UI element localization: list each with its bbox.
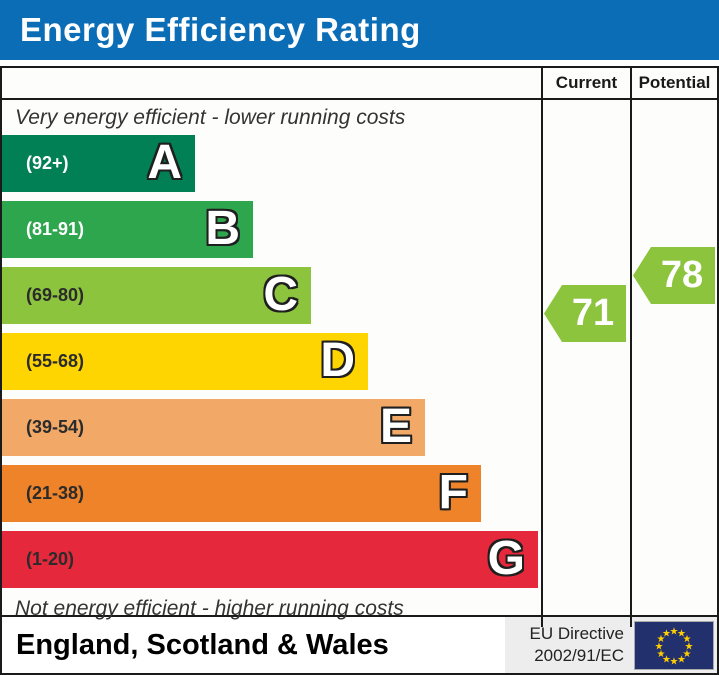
band-range: (55-68) <box>26 351 85 371</box>
band-letter: C <box>263 267 298 321</box>
svg-text:★: ★ <box>657 649 666 660</box>
svg-text:★: ★ <box>670 656 679 667</box>
band-row: (55-68) D <box>2 333 368 390</box>
eu-directive-box: EU Directive 2002/91/EC ★ ★ ★ ★ ★ ★ ★ ★ ★ ★ ★ ★ <box>505 617 717 673</box>
region-wrap: England, Scotland & Wales <box>2 617 505 673</box>
band-row: (1-20) G <box>2 531 538 588</box>
band-letter: B <box>205 201 240 255</box>
potential-rating-value: 78 <box>660 254 704 296</box>
band-row: (21-38) F <box>2 465 481 522</box>
bands-list: (92+) A (81-91) B (69-80) C (55-68) D (3… <box>2 135 541 597</box>
eu-flag-icon: ★★★★★★★★★★★★ <box>635 621 713 669</box>
svg-text:★: ★ <box>683 634 692 645</box>
potential-column: 78 <box>630 100 717 627</box>
svg-text:★: ★ <box>683 649 692 660</box>
band-letter: A <box>147 135 182 189</box>
table-header-row: Current Potential <box>2 68 717 100</box>
band-letter: G <box>487 531 525 585</box>
current-rating-value: 71 <box>571 292 615 334</box>
band-row: (92+) A <box>2 135 195 192</box>
band-row: (81-91) B <box>2 201 253 258</box>
eu-directive-line1: EU Directive <box>529 623 624 643</box>
potential-rating-arrow: 78 <box>633 247 715 304</box>
header-current-cell: Current <box>541 68 630 98</box>
svg-text:★: ★ <box>670 626 679 637</box>
band-range: (21-38) <box>26 483 85 503</box>
eu-directive-line2: 2002/91/EC <box>534 646 624 665</box>
page-title: Energy Efficiency Rating <box>20 11 421 48</box>
band-range: (81-91) <box>26 219 85 239</box>
current-column: 71 <box>541 100 630 627</box>
region-label: England, Scotland & Wales <box>16 628 389 661</box>
title-divider <box>0 60 719 66</box>
band-row: (69-80) C <box>2 267 311 324</box>
eu-directive-label: EU Directive 2002/91/EC <box>530 623 624 668</box>
current-rating-arrow: 71 <box>544 285 626 342</box>
band-panel: Very energy efficient - lower running co… <box>2 100 541 627</box>
svg-text:★: ★ <box>662 654 671 665</box>
svg-text:★: ★ <box>655 641 664 652</box>
header-spacer-cell <box>2 68 541 98</box>
top-note: Very energy efficient - lower running co… <box>15 106 406 129</box>
rating-table: Current Potential Very energy efficient … <box>0 66 719 627</box>
svg-text:★: ★ <box>662 628 671 639</box>
band-range: (1-20) <box>26 549 75 569</box>
band-letter: F <box>438 465 468 519</box>
band-letter: D <box>320 333 355 387</box>
band-range: (92+) <box>26 153 69 173</box>
bottom-note: Not energy efficient - higher running co… <box>15 597 404 620</box>
footer: England, Scotland & Wales EU Directive 2… <box>0 617 719 675</box>
band-row: (39-54) E <box>2 399 425 456</box>
svg-text:★: ★ <box>685 641 694 652</box>
band-letter: E <box>379 399 412 453</box>
svg-text:★: ★ <box>657 634 666 645</box>
svg-text:★: ★ <box>677 628 686 639</box>
title-bar: Energy Efficiency Rating <box>0 0 719 60</box>
svg-text:★: ★ <box>677 654 686 665</box>
header-potential-cell: Potential <box>630 68 717 98</box>
eu-flag-frame: ★ ★ ★ ★ ★ ★ ★ ★ ★ ★ ★ ★ <box>634 620 714 670</box>
table-body: Very energy efficient - lower running co… <box>2 100 717 627</box>
band-range: (69-80) <box>26 285 85 305</box>
band-range: (39-54) <box>26 417 85 437</box>
